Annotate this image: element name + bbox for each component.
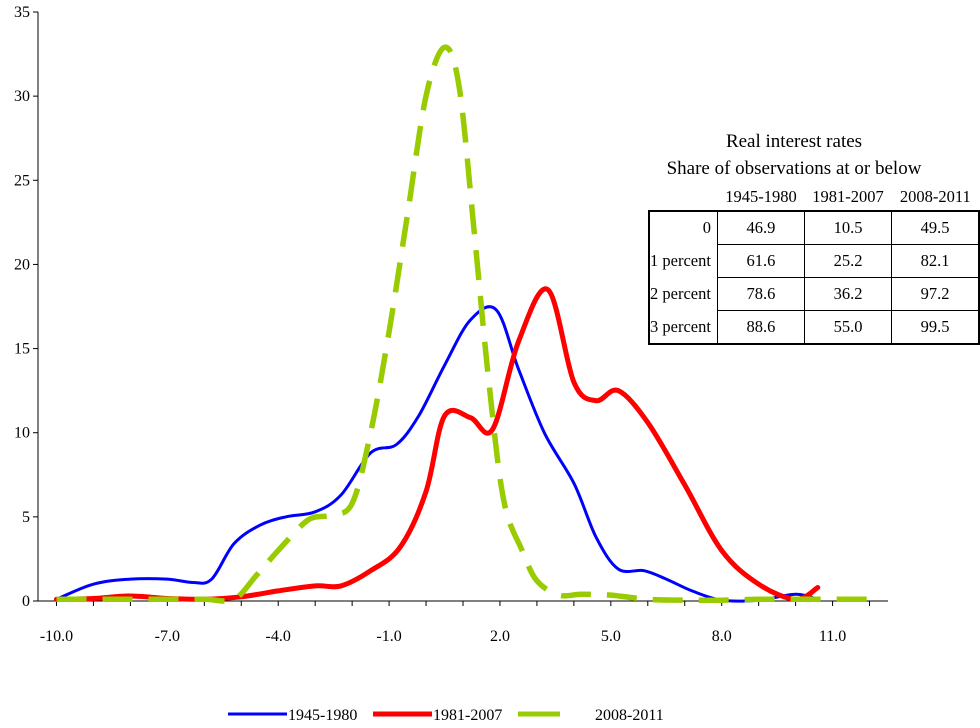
series-line-1945-1980 [55, 305, 820, 603]
legend-label: 1981-2007 [433, 707, 502, 724]
table-cell: 97.2 [891, 277, 980, 311]
table-cell: 82.1 [891, 244, 980, 278]
y-tick-label: 0 [22, 593, 30, 610]
row-label: 1 percent [650, 251, 711, 270]
table-row: 1 percent 61.6 25.2 82.1 [649, 244, 980, 278]
y-tick-label: 30 [14, 88, 30, 105]
inset-subtitle: Share of observations at or below [666, 158, 922, 179]
table-header-row: 1945-1980 1981-2007 2008-2011 [649, 184, 979, 211]
y-tick-label: 20 [14, 256, 30, 273]
x-tick-label: -10.0 [40, 628, 73, 645]
y-tick-label: 5 [22, 509, 30, 526]
table-cell: 88.6 [716, 310, 806, 345]
x-tick-label: -7.0 [155, 628, 180, 645]
inset-title: Real interest rates [725, 131, 863, 152]
table-cell: 36.2 [804, 277, 893, 311]
x-tick-label: 5.0 [601, 628, 621, 645]
summary-table-panel: Real interest rates Share of observation… [648, 128, 980, 345]
table-cell: 61.6 [716, 244, 806, 278]
y-tick-label: 10 [14, 425, 30, 442]
column-header: 2008-2011 [899, 187, 971, 206]
table-cell: 78.6 [716, 277, 806, 311]
row-label: 3 percent [650, 316, 711, 336]
x-tick-label: 8.0 [712, 628, 732, 645]
column-header: 1981-2007 [812, 187, 884, 206]
x-tick-label: -1.0 [376, 628, 401, 645]
table-cell: 55.0 [804, 310, 893, 345]
y-tick-label: 15 [14, 341, 30, 358]
column-header: 1945-1980 [725, 187, 797, 206]
legend-label: 2008-2011 [595, 707, 664, 724]
table-corner [649, 184, 717, 211]
table-cell: 25.2 [804, 244, 893, 278]
legend: 1945-1980 1981-2007 2008-2011 [228, 707, 664, 724]
table-cell: 49.5 [891, 210, 980, 245]
table-row: 2 percent 78.6 36.2 97.2 [649, 277, 980, 311]
y-tick-label: 35 [14, 4, 30, 21]
y-tick-label: 25 [14, 172, 30, 189]
x-tick-label: 11.0 [819, 628, 846, 645]
series-layer [54, 44, 870, 604]
table-row: 0 46.9 10.5 49.5 [649, 210, 980, 245]
x-tick-label: -4.0 [266, 628, 291, 645]
table-cell: 10.5 [804, 210, 893, 245]
series-line-2008-2011 [56, 44, 870, 604]
table-cell: 46.9 [716, 210, 806, 245]
x-tick-label: 2.0 [490, 628, 510, 645]
table-cell: 99.5 [891, 310, 980, 345]
share-table: 1945-1980 1981-2007 2008-2011 0 46.9 10.… [648, 184, 980, 345]
table-row: 3 percent 88.6 55.0 99.5 [649, 310, 980, 345]
legend-label: 1945-1980 [288, 707, 357, 724]
row-label: 2 percent [650, 284, 711, 303]
row-label: 0 [702, 218, 711, 238]
